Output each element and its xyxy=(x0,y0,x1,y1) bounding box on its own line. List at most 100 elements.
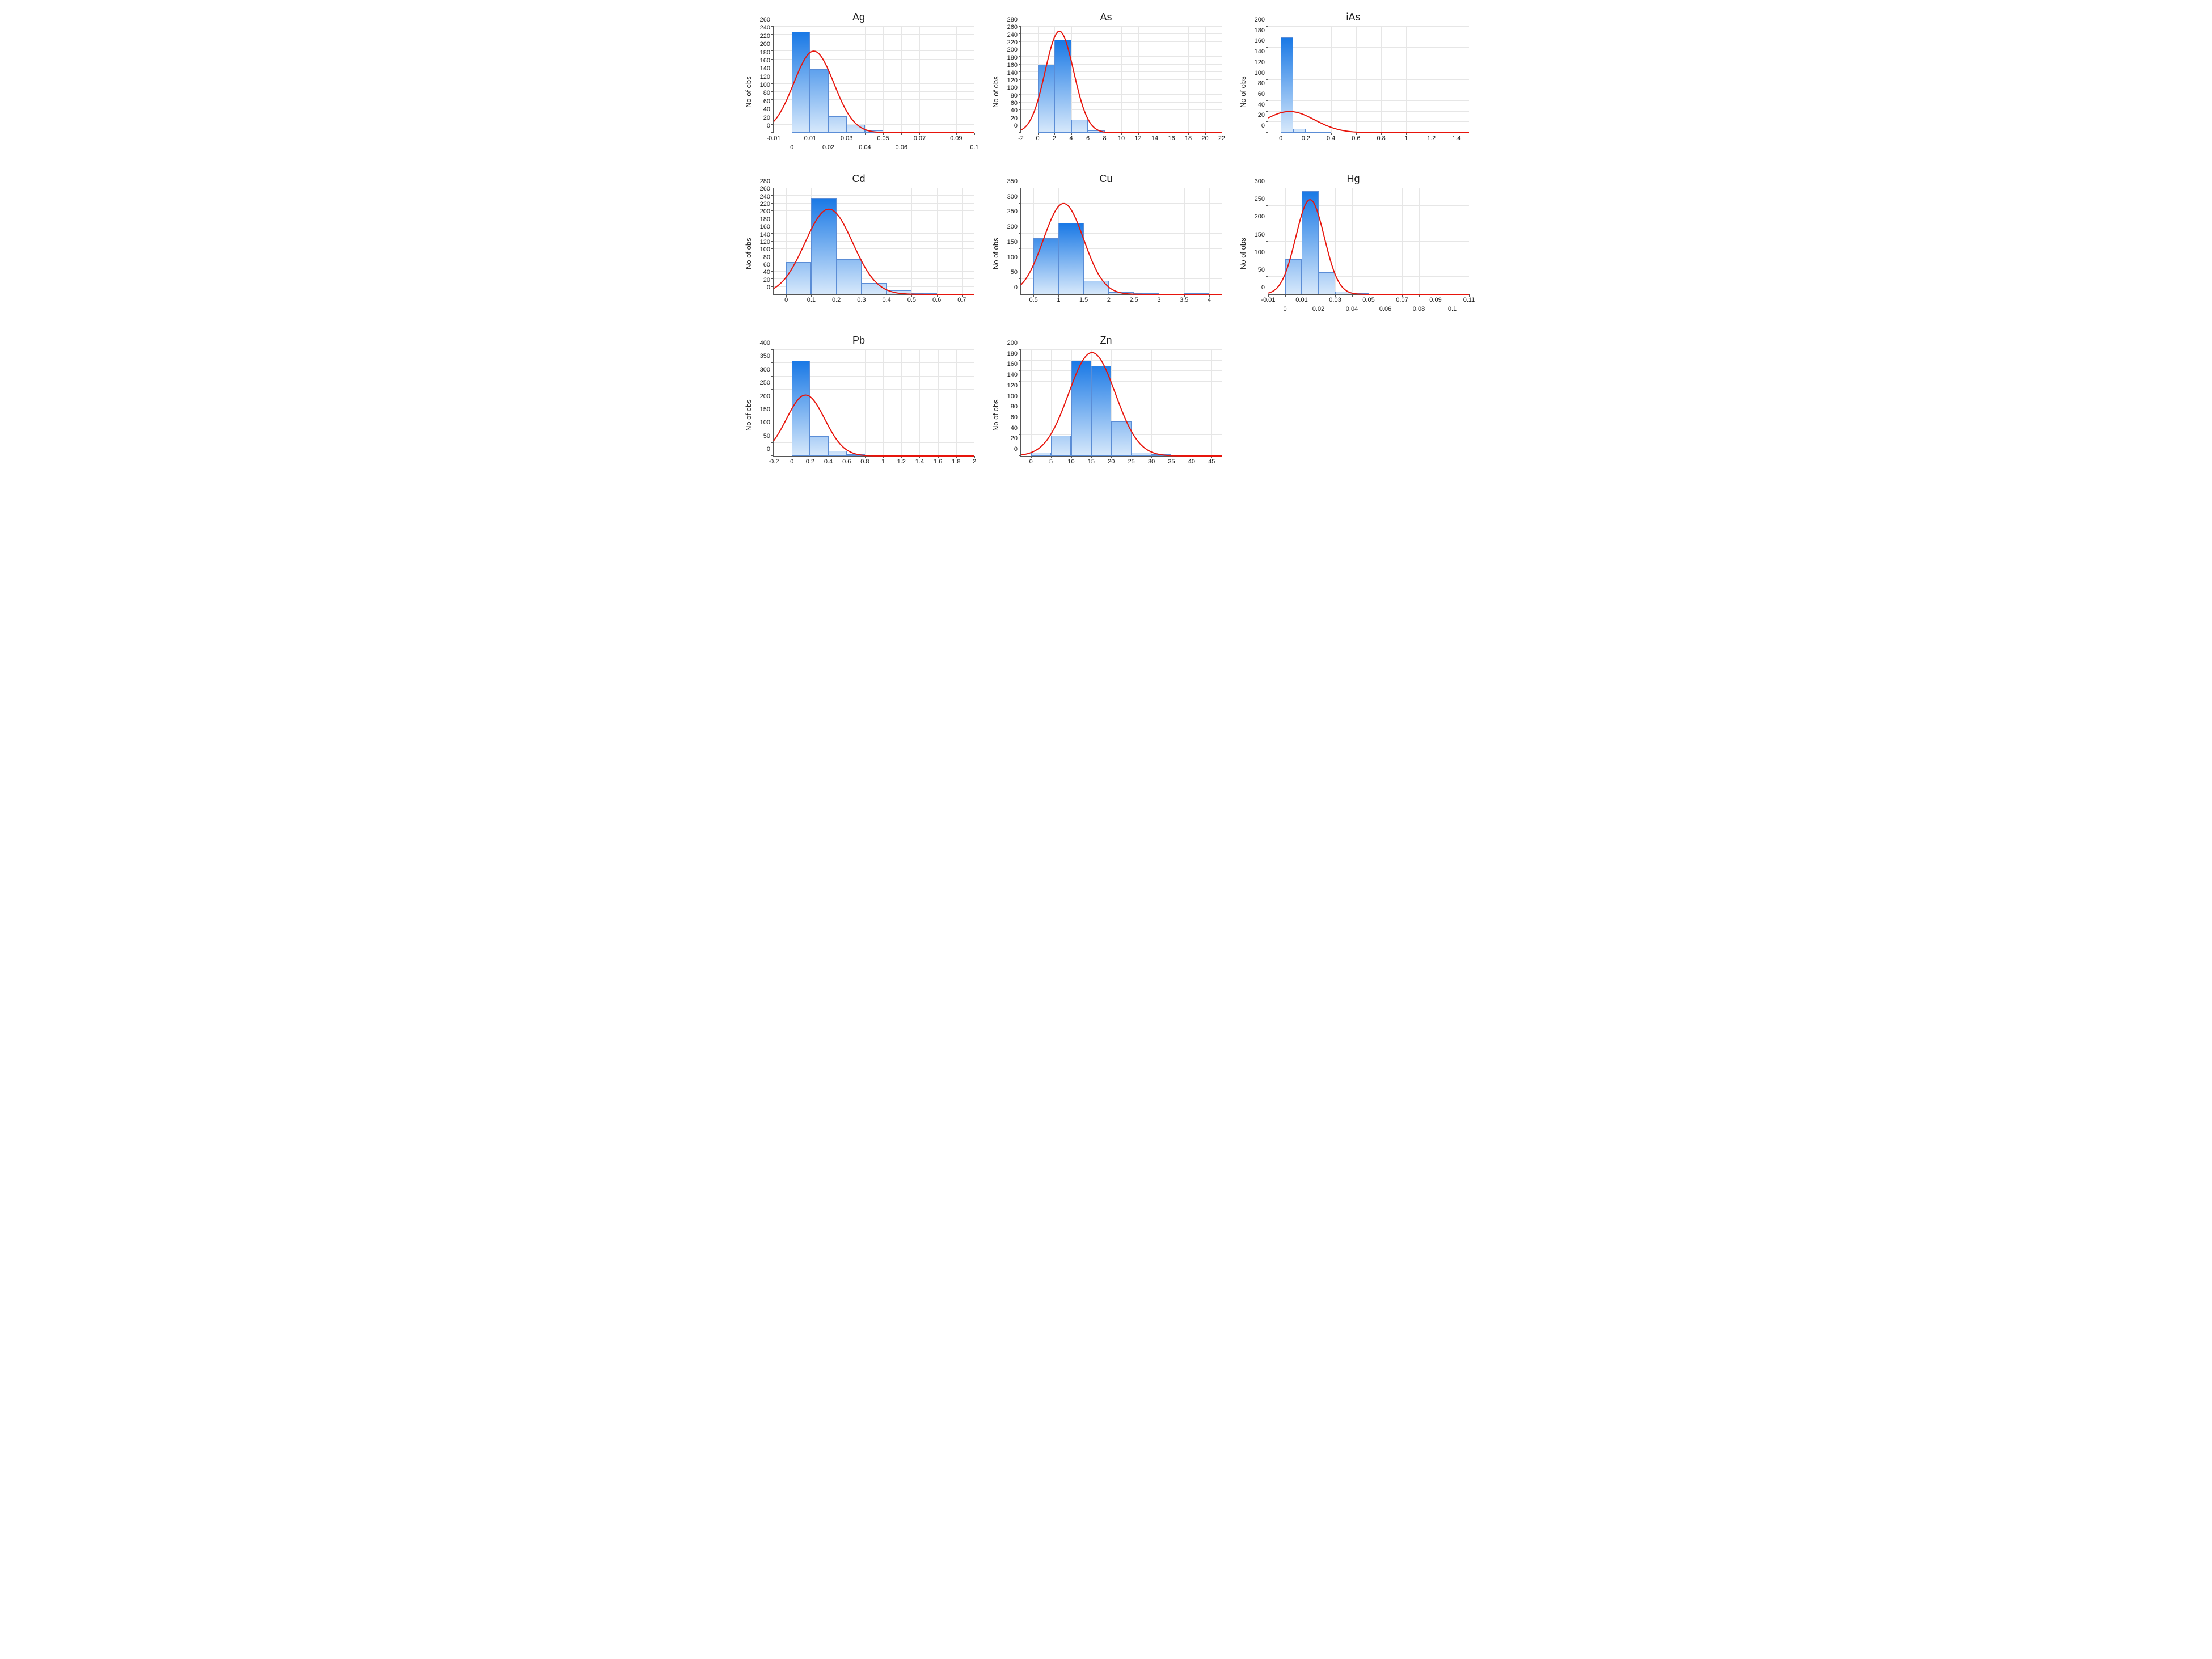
y-tick-label: 80 xyxy=(1001,403,1018,410)
x-tick-label: 0.1 xyxy=(1448,306,1457,313)
y-axis-label: No of obs xyxy=(990,188,1001,319)
panel-as: AsNo of obs02040608010012014016018020022… xyxy=(990,11,1222,157)
normal-curve xyxy=(1021,350,1222,456)
x-tick-label: 0.04 xyxy=(1346,306,1358,313)
y-tick-label: 0 xyxy=(1001,123,1018,129)
y-tick-label: 240 xyxy=(753,193,770,200)
x-tick-label: -0.01 xyxy=(1261,297,1275,303)
y-tick-label: 40 xyxy=(753,106,770,113)
chart-area: 050100150200250300-0.010.010.030.050.070… xyxy=(1268,188,1469,295)
x-tick-label: 16 xyxy=(1168,135,1175,142)
y-tick-label: 160 xyxy=(753,223,770,230)
x-tick-label: 0.7 xyxy=(957,297,966,303)
panel-title: Zn xyxy=(990,335,1222,347)
y-tick-label: 250 xyxy=(1001,208,1018,215)
panel-title: As xyxy=(990,11,1222,23)
y-tick-label: 100 xyxy=(753,419,770,426)
y-tick-label: 140 xyxy=(753,65,770,72)
x-tick-label: 0 xyxy=(1283,306,1286,313)
y-tick-label: 120 xyxy=(1248,59,1265,66)
x-tick-label: 0.07 xyxy=(1396,297,1408,303)
plot-area: No of obs02040608010012014016018020000.2… xyxy=(1238,27,1469,157)
x-tick-label: 0.05 xyxy=(877,135,889,142)
y-tick-label: 0 xyxy=(753,123,770,129)
x-tick-label: 1.8 xyxy=(952,458,960,465)
x-tick-label: 1.6 xyxy=(934,458,942,465)
x-tick-label: 2 xyxy=(1107,297,1111,303)
y-tick-label: 160 xyxy=(1001,361,1018,368)
x-tick-label: 5 xyxy=(1049,458,1053,465)
y-tick-label: 350 xyxy=(753,353,770,360)
chart-area: 020406080100120140160180200220240260-0.0… xyxy=(773,27,974,133)
x-tick-label: 0.4 xyxy=(882,297,890,303)
plot-area: No of obs0501001502002503003500.511.522.… xyxy=(990,188,1222,319)
x-tick-label: 0 xyxy=(790,458,793,465)
x-tick-label: 10 xyxy=(1118,135,1125,142)
y-tick-label: 40 xyxy=(753,269,770,276)
y-tick-label: 20 xyxy=(1001,435,1018,442)
y-tick-label: 220 xyxy=(1001,39,1018,46)
y-tick-label: 120 xyxy=(753,239,770,246)
x-tick-label: 1.2 xyxy=(1427,135,1436,142)
y-tick-label: 260 xyxy=(753,16,770,23)
x-tick-label: 1 xyxy=(1404,135,1408,142)
y-tick-label: 120 xyxy=(1001,382,1018,389)
panel-hg: HgNo of obs050100150200250300-0.010.010.… xyxy=(1238,173,1469,319)
x-tick-label: 20 xyxy=(1201,135,1208,142)
panel-title: Cu xyxy=(990,173,1222,185)
y-tick-label: 100 xyxy=(1248,70,1265,77)
x-tick-label: 1.5 xyxy=(1079,297,1088,303)
normal-curve xyxy=(1021,188,1222,294)
y-tick-label: 60 xyxy=(753,261,770,268)
x-tick-label: 0.02 xyxy=(1312,306,1324,313)
y-tick-label: 280 xyxy=(1001,16,1018,23)
y-tick-label: 80 xyxy=(1001,92,1018,99)
y-tick-label: 180 xyxy=(1001,54,1018,61)
y-axis-label: No of obs xyxy=(1238,27,1248,157)
panel-title: Ag xyxy=(743,11,974,23)
y-tick-label: 0 xyxy=(1248,284,1265,291)
y-tick-label: 240 xyxy=(753,24,770,31)
x-tick-label: 0.02 xyxy=(822,144,834,151)
y-tick-label: 300 xyxy=(1001,193,1018,200)
plot-area: No of obs0204060801001201401601802002202… xyxy=(990,27,1222,157)
chart-area: 0204060801001201401601802000510152025303… xyxy=(1020,350,1222,457)
x-tick-label: 4 xyxy=(1069,135,1073,142)
y-tick-label: 60 xyxy=(753,98,770,105)
y-axis-label: No of obs xyxy=(743,188,754,319)
y-tick-label: 60 xyxy=(1248,91,1265,98)
x-tick-label: 40 xyxy=(1188,458,1195,465)
y-tick-label: 180 xyxy=(753,216,770,223)
x-tick-label: 0.11 xyxy=(1463,297,1475,303)
y-tick-label: 200 xyxy=(1248,16,1265,23)
y-tick-label: 0 xyxy=(753,284,770,291)
x-tick-label: 0.1 xyxy=(807,297,816,303)
x-tick-label: 3.5 xyxy=(1180,297,1188,303)
x-tick-label: 0.2 xyxy=(832,297,841,303)
x-tick-label: -0.01 xyxy=(766,135,780,142)
y-tick-label: 200 xyxy=(753,393,770,400)
y-tick-label: 200 xyxy=(1248,213,1265,220)
y-axis-label: No of obs xyxy=(990,27,1001,157)
y-tick-label: 50 xyxy=(1248,267,1265,273)
y-tick-label: 40 xyxy=(1001,425,1018,432)
plot-area: No of obs0204060801001201401601802000510… xyxy=(990,350,1222,480)
plot-area: No of obs0204060801001201401601802002202… xyxy=(743,27,974,157)
y-tick-label: 100 xyxy=(753,82,770,88)
y-tick-label: 0 xyxy=(1248,123,1265,129)
y-tick-label: 120 xyxy=(1001,77,1018,84)
chart-area: 050100150200250300350400-0.200.20.40.60.… xyxy=(773,350,974,457)
panel-ias: iAsNo of obs0204060801001201401601802000… xyxy=(1238,11,1469,157)
y-tick-label: 200 xyxy=(1001,223,1018,230)
x-tick-label: 14 xyxy=(1151,135,1158,142)
y-tick-label: 240 xyxy=(1001,32,1018,39)
x-tick-label: 0.3 xyxy=(857,297,866,303)
x-tick-label: 0.8 xyxy=(860,458,869,465)
plot-area: No of obs0204060801001201401601802002202… xyxy=(743,188,974,319)
y-tick-label: 20 xyxy=(1001,115,1018,122)
panel-pb: PbNo of obs050100150200250300350400-0.20… xyxy=(743,335,974,480)
x-tick-label: 0.4 xyxy=(824,458,833,465)
x-tick-label: -0.2 xyxy=(769,458,779,465)
x-tick-label: 15 xyxy=(1088,458,1095,465)
y-tick-label: 80 xyxy=(1248,80,1265,87)
